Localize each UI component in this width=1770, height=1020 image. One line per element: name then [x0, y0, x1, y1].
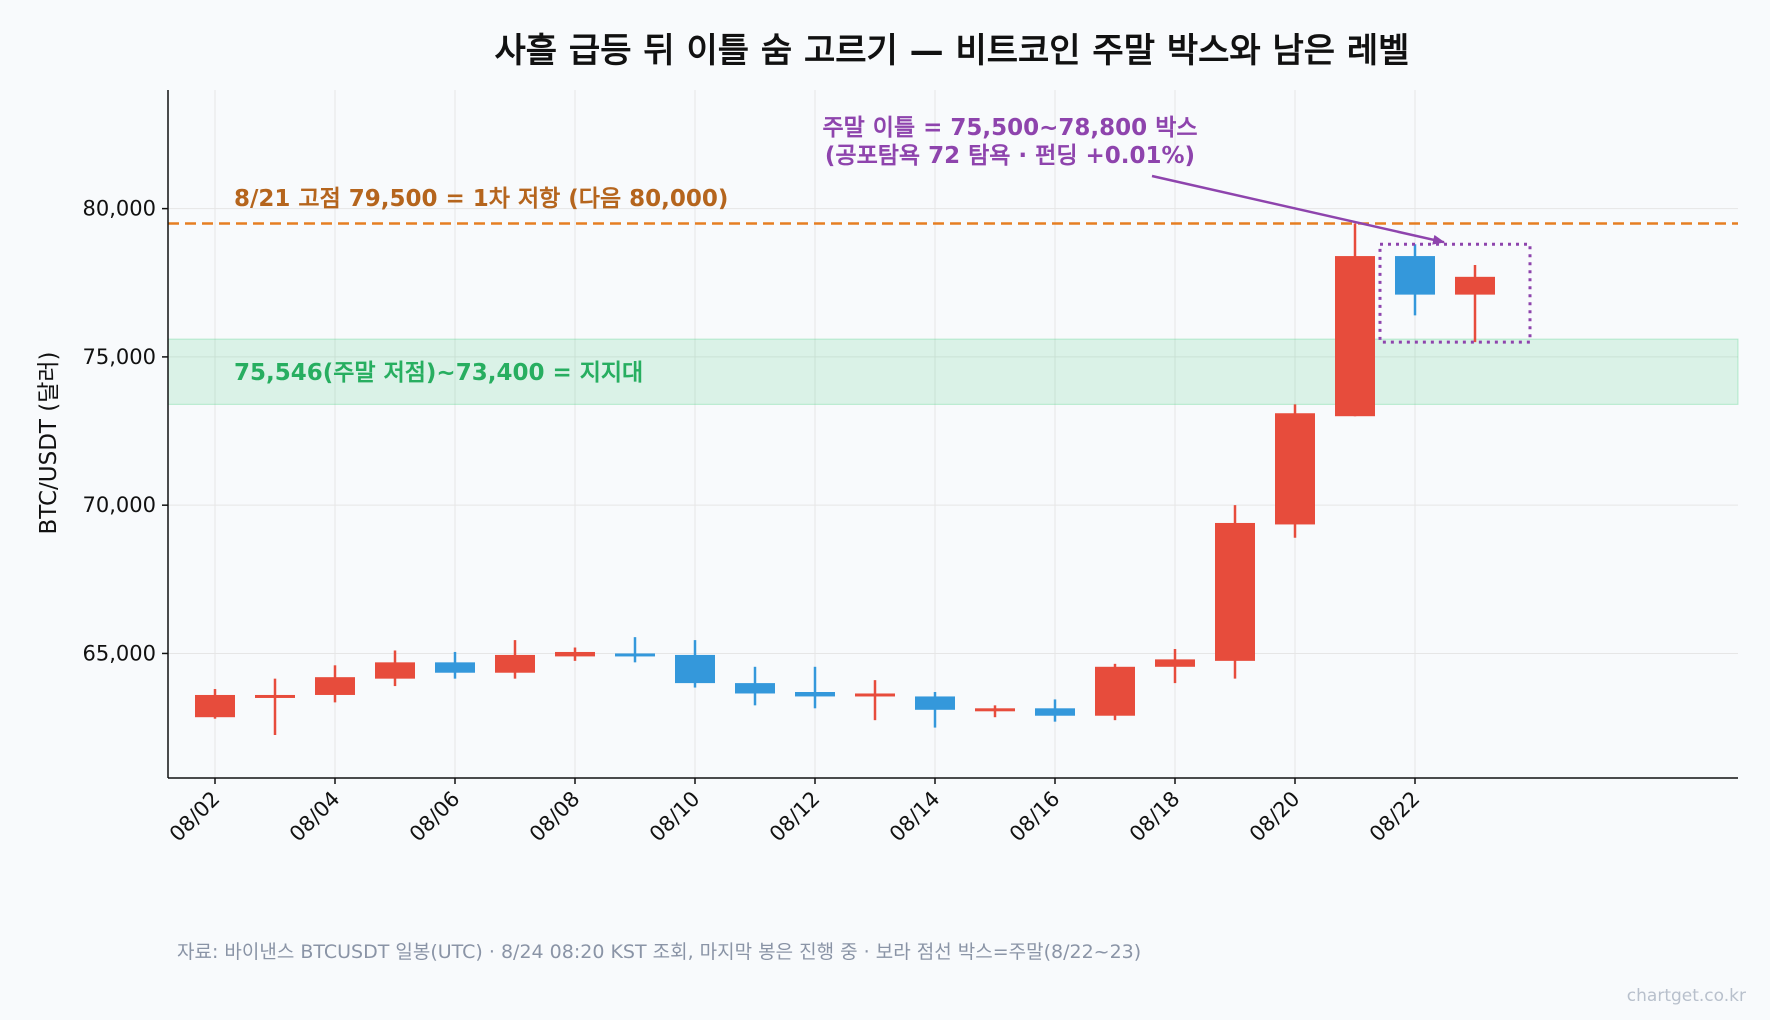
overlay-layer: 8/21 고점 79,500 = 1차 저항 (다음 80,000) 75,546…: [168, 115, 1738, 386]
x-tick-label: 08/10: [645, 787, 705, 847]
candle-body: [735, 683, 775, 694]
weekend-annotation-line2: (공포탐욕 72 탐욕 · 펀딩 +0.01%): [825, 143, 1195, 169]
candle-body: [375, 662, 415, 679]
candle-body: [1095, 666, 1135, 716]
candle-body: [495, 654, 535, 673]
x-tick-label: 08/16: [1005, 787, 1065, 847]
candle-body: [855, 693, 895, 697]
grid: [168, 90, 1738, 778]
candle-body: [975, 708, 1015, 712]
y-axis-label: BTC/USDT (달러): [36, 351, 62, 534]
x-tick-label: 08/18: [1125, 787, 1185, 847]
candle-body: [1275, 413, 1315, 525]
y-tick-label: 70,000: [83, 493, 156, 517]
annotation-arrow: [1151, 174, 1445, 245]
candles: [195, 223, 1495, 735]
x-tick-label: 08/06: [405, 787, 465, 847]
watermark: chartget.co.kr: [1627, 986, 1746, 1006]
candle-body: [1335, 256, 1375, 417]
candle-body: [1455, 276, 1495, 295]
candle-body: [255, 694, 295, 698]
y-tick-label: 65,000: [83, 641, 156, 665]
support-band-layer: [167, 338, 1739, 405]
candle-body: [1035, 708, 1075, 716]
resistance-label: 8/21 고점 79,500 = 1차 저항 (다음 80,000): [234, 186, 728, 212]
source-footnote: 자료: 바이낸스 BTCUSDT 일봉(UTC) · 8/24 08:20 KS…: [177, 941, 1141, 963]
weekend-annotation-line1: 주말 이틀 = 75,500~78,800 박스: [822, 115, 1197, 141]
candle-body: [795, 692, 835, 697]
y-tick-label: 80,000: [83, 197, 156, 221]
x-tick-label: 08/08: [525, 787, 585, 847]
support-band: [167, 338, 1739, 405]
x-tick-label: 08/12: [765, 787, 825, 847]
candle-body: [315, 677, 355, 695]
chart-title: 사흘 급등 뒤 이틀 숨 고르기 — 비트코인 주말 박스와 남은 레벨: [495, 31, 1410, 71]
weekend-box: [1378, 242, 1532, 344]
candle-body: [1155, 659, 1195, 667]
candle-body: [1215, 522, 1255, 661]
candle-body: [675, 654, 715, 684]
support-band-label: 75,546(주말 저점)~73,400 = 지지대: [234, 360, 643, 386]
candle-body: [195, 694, 235, 718]
x-tick-label: 08/14: [885, 787, 945, 847]
x-tick-label: 08/04: [285, 787, 345, 847]
candle-body: [915, 696, 955, 710]
x-tick-label: 08/20: [1245, 787, 1305, 847]
y-tick-label: 75,000: [83, 345, 156, 369]
x-tick-label: 08/22: [1365, 787, 1425, 847]
candle-body: [615, 653, 655, 657]
candle-body: [1395, 256, 1435, 295]
candle-body: [435, 662, 475, 673]
candle-body: [555, 651, 595, 657]
x-tick-label: 08/02: [165, 787, 225, 847]
